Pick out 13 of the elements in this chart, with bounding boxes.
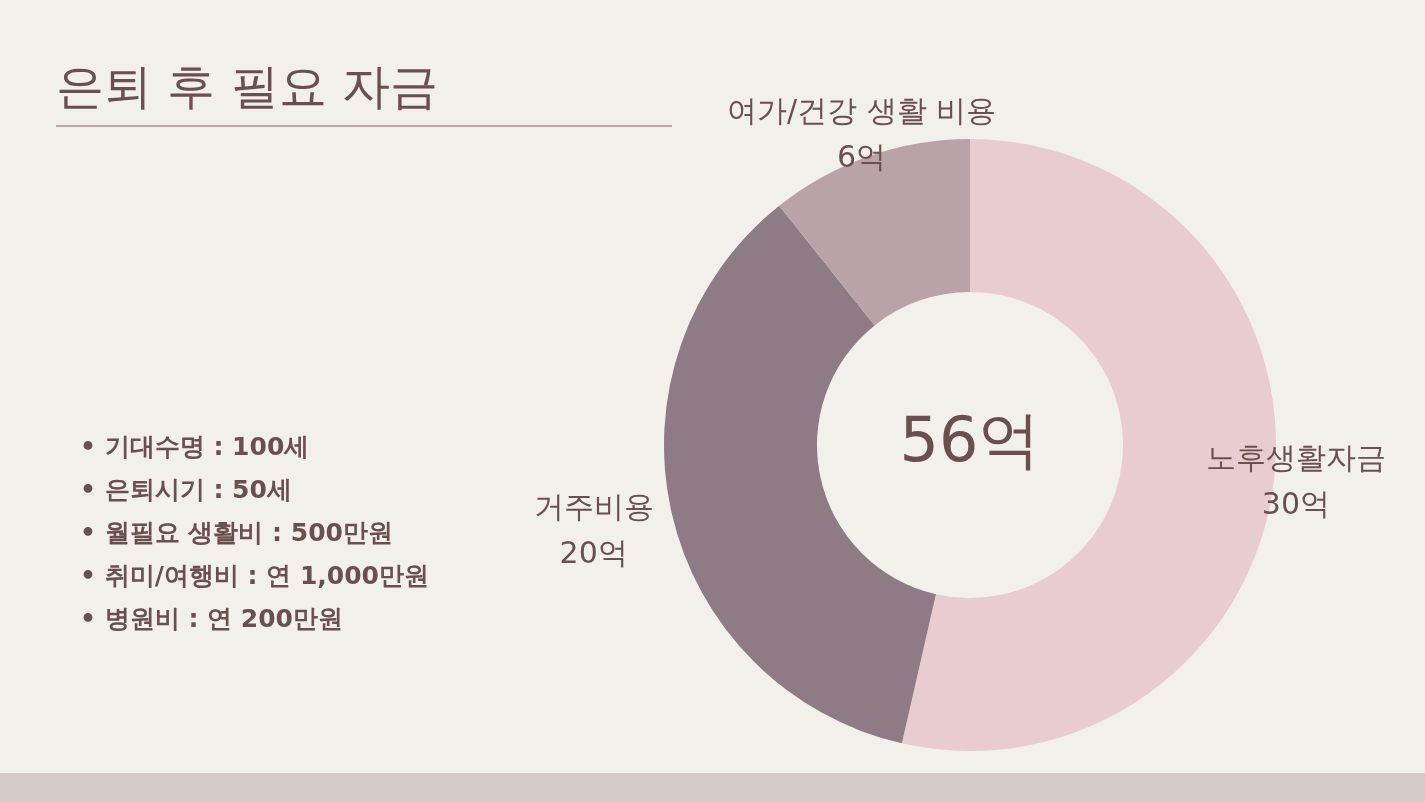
chart-title: 은퇴 후 필요 자금	[56, 55, 672, 127]
text: • 병원비 : 연 200만원	[80, 603, 344, 635]
text: • 취미/여행비 : 연 1,000만원	[80, 560, 429, 592]
data-label: 6억	[837, 139, 887, 175]
slice-label: 여가/건강 생활 비용	[727, 93, 997, 129]
text: • 월필요 생활비 : 500만원	[80, 517, 394, 549]
text: • 기대수명 : 100세	[80, 431, 311, 463]
slice-label: 노후생활자금	[1205, 439, 1386, 475]
text: 56억	[899, 403, 1041, 477]
text: • 은퇴시기 : 50세	[80, 474, 293, 506]
slice-label: 거주비용	[533, 488, 654, 524]
data-label: 30억	[1261, 485, 1331, 521]
data-label: 20억	[559, 534, 628, 570]
